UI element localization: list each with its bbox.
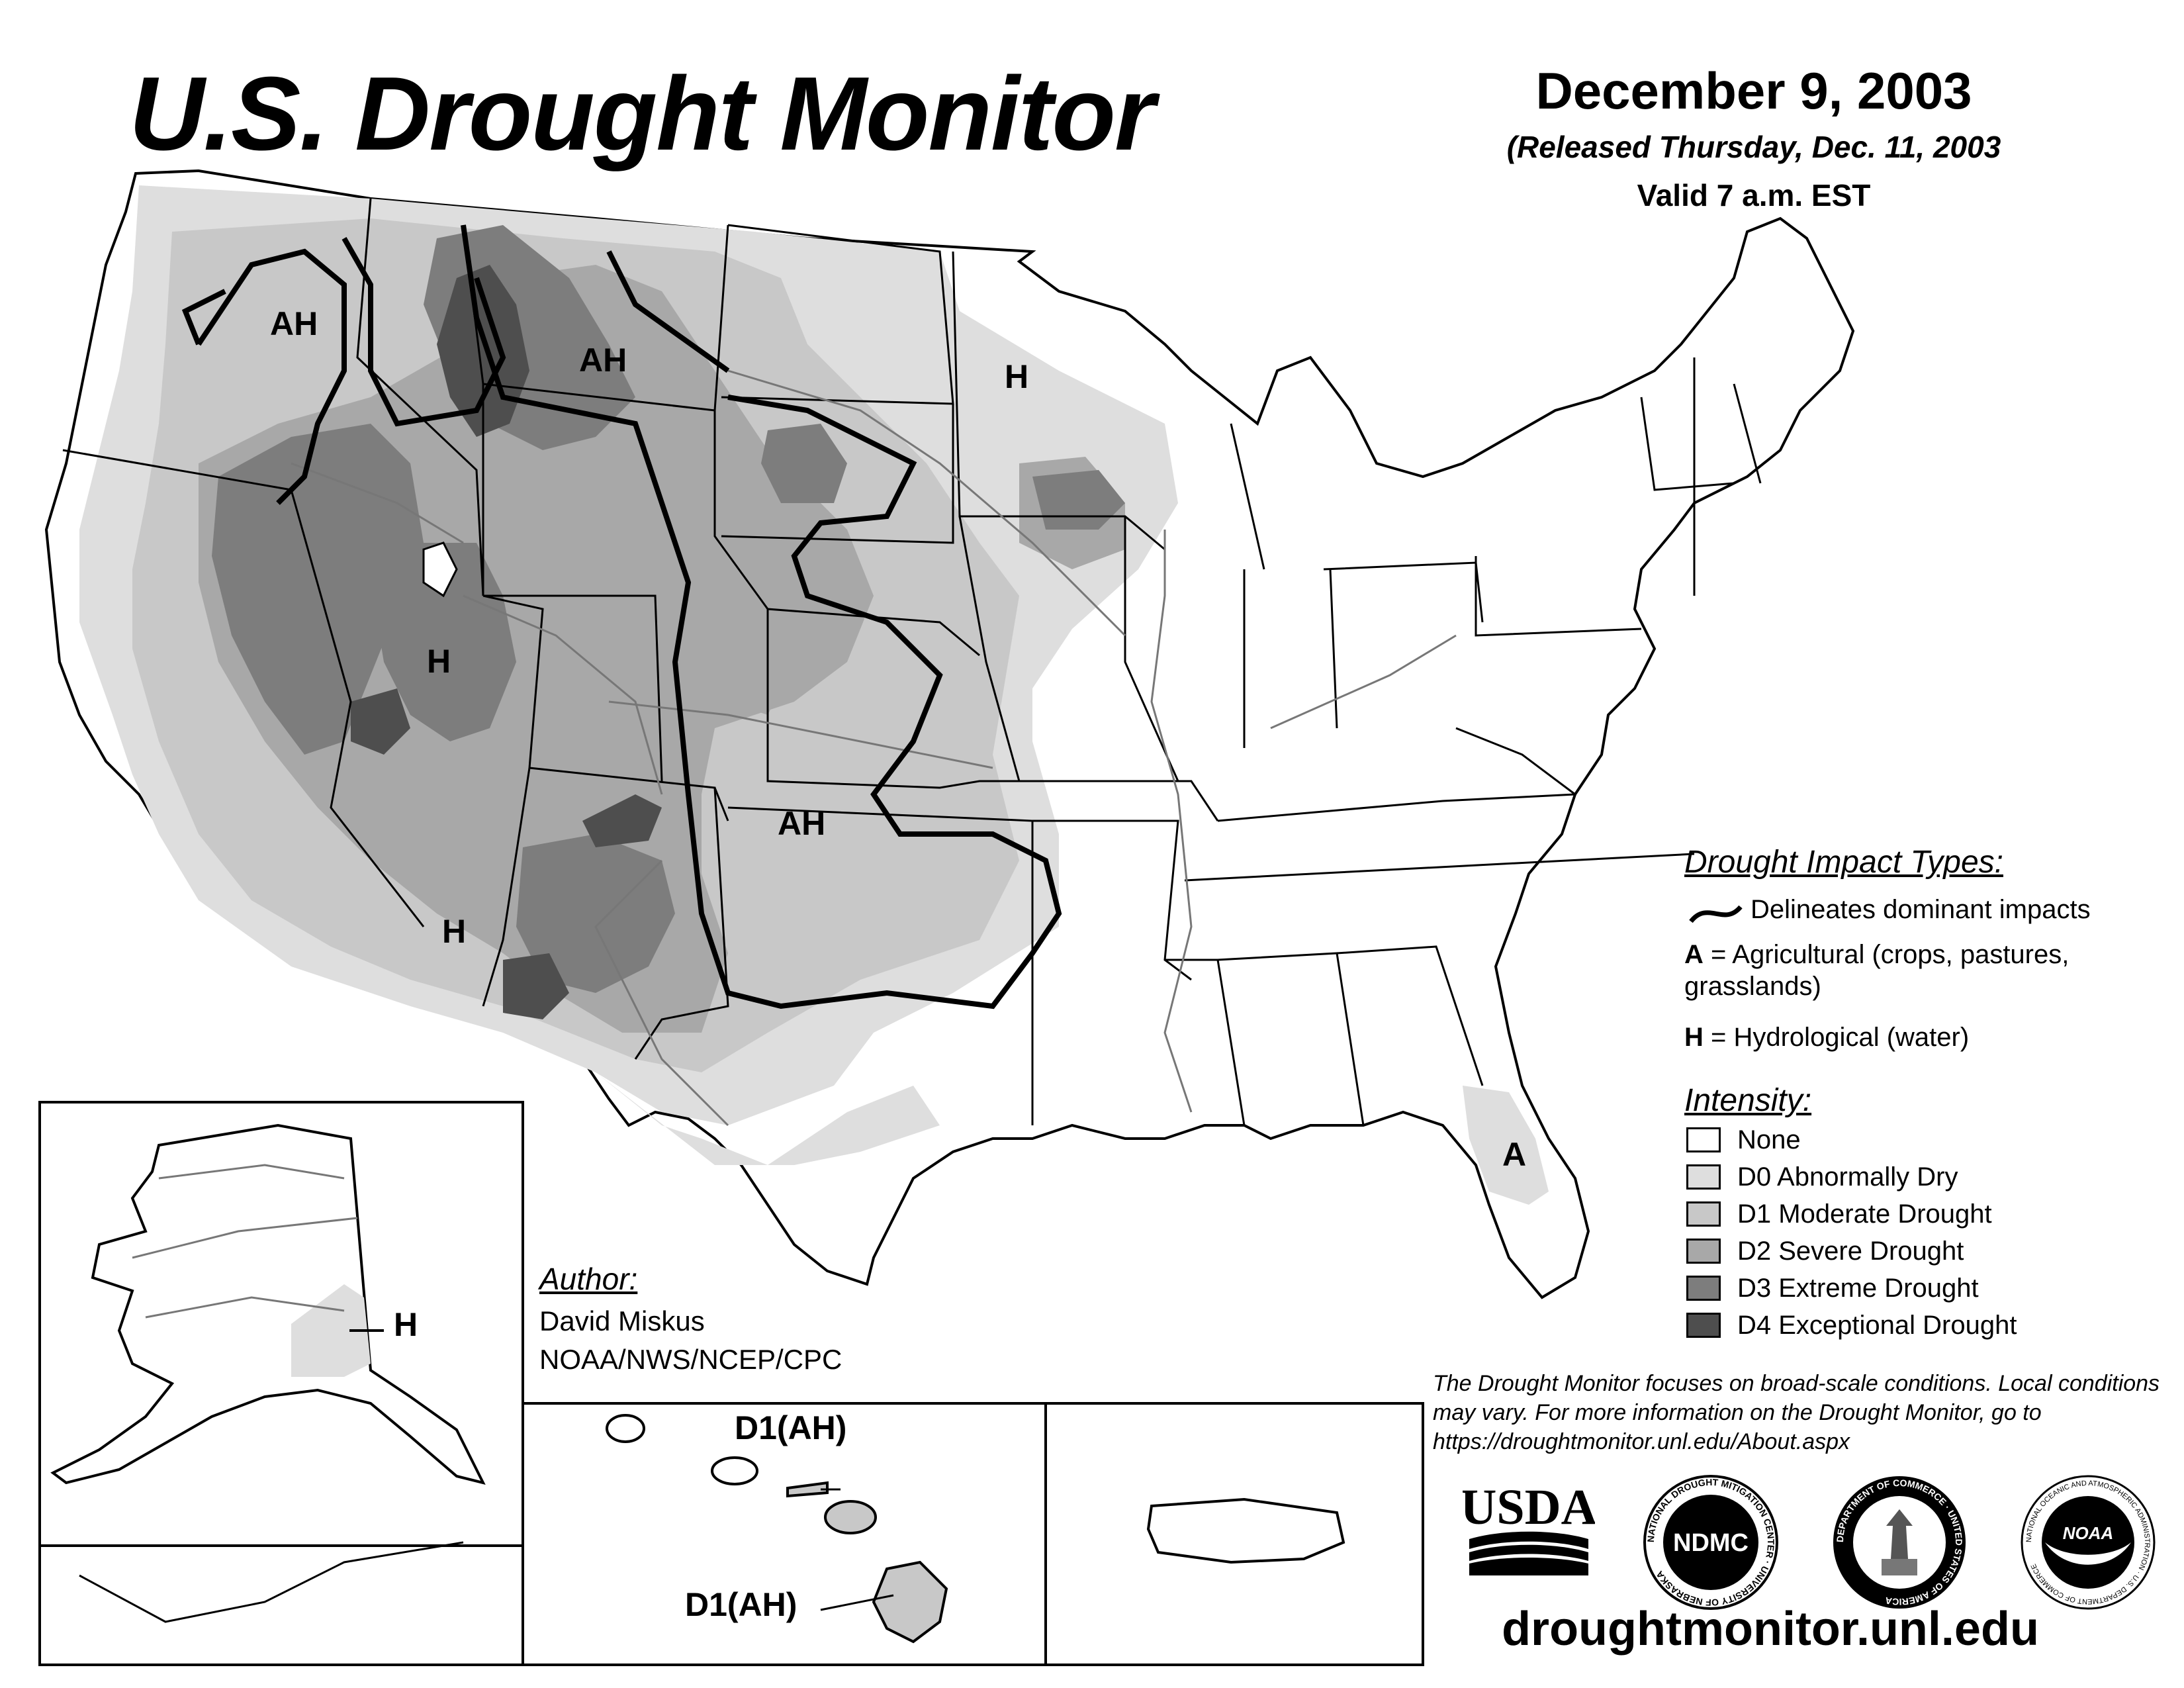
label-h-arizona: H: [442, 913, 467, 950]
swatch-d2: [1686, 1239, 1721, 1264]
alaska-outline: [50, 1123, 486, 1485]
noaa-logo: NATIONAL OCEANIC AND ATMOSPHERIC ADMINIS…: [2021, 1475, 2156, 1610]
author-name: David Miskus: [539, 1305, 705, 1336]
swatch-d0: [1686, 1164, 1721, 1190]
ndmc-logo-text: NDMC: [1673, 1529, 1749, 1557]
state-boundaries: [62, 198, 1762, 1126]
label-hawaii-2: D1(AH): [685, 1586, 797, 1623]
conus-map: [44, 169, 1855, 1299]
impact-a-text: = Agricultural (crops, pastures,: [1703, 940, 2070, 969]
swatch-d1: [1686, 1201, 1721, 1227]
d3-utah: [371, 543, 516, 741]
d0-southwest: [596, 1072, 940, 1165]
great-salt-lake: [422, 541, 458, 598]
impact-a-letter: A: [1684, 940, 1704, 969]
hawaii-kauai: [606, 1414, 645, 1443]
map-date: December 9, 2003: [1535, 62, 1972, 120]
label-ah-plains: AH: [778, 805, 826, 842]
hawaii-maui: [824, 1500, 877, 1534]
hawaii-inset: [522, 1402, 1047, 1666]
disclaimer-text: The Drought Monitor focuses on broad-sca…: [1433, 1371, 2160, 1454]
impact-h-line: H = Hydrological (water): [1684, 1023, 1969, 1053]
author-heading: Author:: [539, 1262, 638, 1296]
drought-shading: [79, 185, 1549, 1205]
label-hawaii-1: D1(AH): [735, 1409, 847, 1446]
release-date: (Released Thursday, Dec. 11, 2003: [1506, 130, 2001, 164]
impact-a-text2: grasslands): [1684, 972, 1821, 1001]
label-h-utah: H: [427, 643, 451, 680]
label-ah-montana: AH: [579, 342, 627, 379]
impact-line-glyph: [1689, 905, 1743, 923]
commerce-seal: DEPARTMENT OF COMMERCE · UNITED STATES O…: [1833, 1476, 1966, 1609]
impact-types-heading: Drought Impact Types:: [1684, 845, 2003, 880]
hawaii-oahu: [711, 1456, 758, 1485]
swatch-none: [1686, 1127, 1721, 1152]
d3-great-basin: [212, 424, 424, 755]
intensity-label-d3: D3 Extreme Drought: [1737, 1274, 1979, 1303]
intensity-label-d1: D1 Moderate Drought: [1737, 1199, 1992, 1229]
usda-logo-text: USDA: [1463, 1483, 1595, 1535]
d4-idaho: [437, 265, 529, 437]
alaska-d0: [291, 1284, 371, 1377]
impact-line-label: Delineates dominant impacts: [1751, 895, 2091, 924]
rivers: [291, 369, 1457, 1127]
impact-h-text: = Hydrological (water): [1703, 1023, 1970, 1052]
d3-dakota: [761, 424, 847, 503]
noaa-logo-text: NOAA: [2063, 1523, 2114, 1543]
puerto-rico-outline: [1146, 1497, 1345, 1564]
label-a-florida: A: [1502, 1136, 1527, 1173]
impact-h-letter: H: [1684, 1023, 1704, 1052]
swatch-d4: [1686, 1313, 1721, 1338]
swatch-d3: [1686, 1276, 1721, 1301]
impact-lines: [181, 224, 1062, 1009]
intensity-label-d0: D0 Abnormally Dry: [1737, 1162, 1958, 1192]
valid-time: Valid 7 a.m. EST: [1637, 178, 1871, 212]
ndmc-logo: NATIONAL DROUGHT MITIGATION CENTER · UNI…: [1643, 1475, 1778, 1610]
d2-central: [675, 543, 794, 715]
intensity-label-d2: D2 Severe Drought: [1737, 1237, 1964, 1266]
hawaii-molokai: [786, 1481, 829, 1498]
d3-newmexico: [516, 834, 675, 993]
intensity-label-none: None: [1737, 1125, 1801, 1154]
intensity-label-d4: D4 Exceptional Drought: [1737, 1311, 2017, 1340]
label-ah-northwest: AH: [270, 305, 318, 342]
puerto-rico-inset: [1044, 1402, 1424, 1666]
hawaii-big-island: [872, 1560, 948, 1644]
author-org: NOAA/NWS/NCEP/CPC: [539, 1344, 842, 1375]
d4-newmexico: [503, 953, 569, 1019]
d4-colorado: [582, 794, 662, 847]
label-h-minnesota: H: [1005, 358, 1029, 395]
website-url[interactable]: droughtmonitor.unl.edu: [1502, 1603, 2039, 1656]
usda-logo: USDA: [1463, 1483, 1595, 1575]
d3-minnesota: [1032, 470, 1125, 530]
label-h-alaska: H: [394, 1306, 418, 1343]
map-title: U.S. Drought Monitor: [129, 56, 1155, 172]
alaska-inset: [38, 1101, 524, 1666]
impact-a-line: A = Agricultural (crops, pastures,: [1684, 940, 2069, 970]
intensity-heading: Intensity:: [1684, 1083, 1812, 1118]
d0-florida: [1463, 1086, 1549, 1205]
d4-utah: [351, 688, 410, 755]
